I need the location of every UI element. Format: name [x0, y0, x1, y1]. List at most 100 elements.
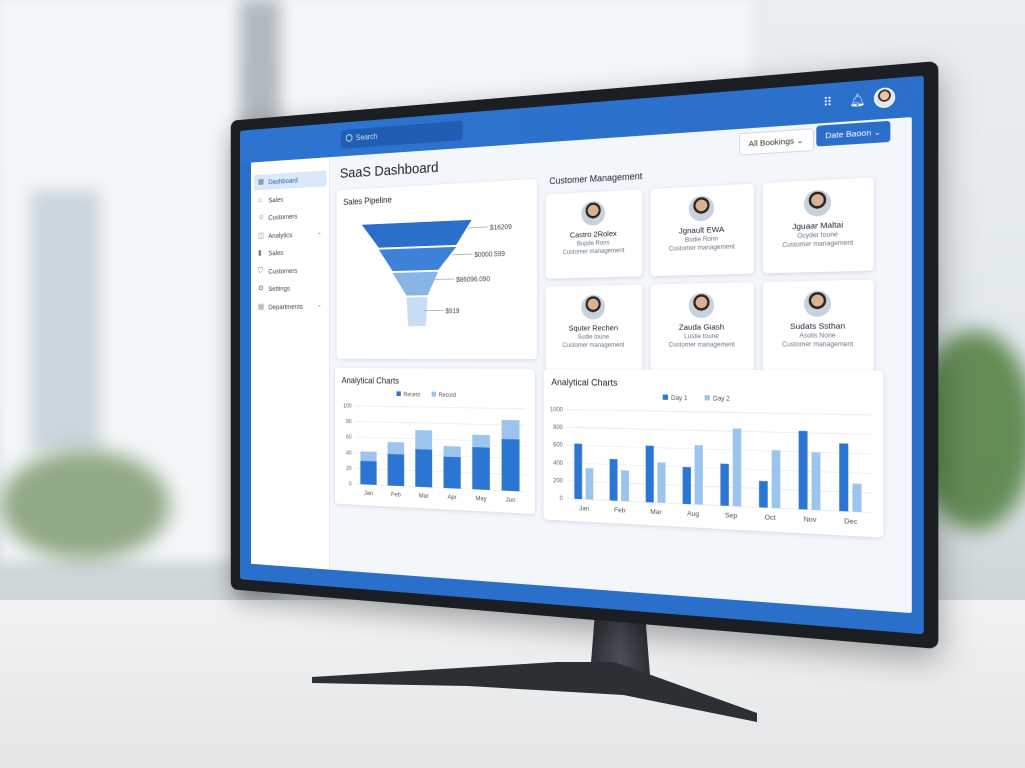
legend-label: Record [439, 393, 456, 399]
search-input[interactable]: Search [340, 120, 463, 149]
customer-card[interactable]: Jguaar Maltai Ocyder toune Customer manage… [762, 177, 874, 274]
app-area: ▦ Dashboard ⌂ Sales ☺ Customers ◫ Analytics ⌄ ▮ Sa… [250, 117, 912, 614]
legend-label: Day 2 [713, 396, 730, 403]
bar-record [472, 434, 490, 448]
analytics-card-2: Analytical Charts 0 200 400 600 800 1000 Day 1… [543, 369, 884, 538]
analytics-card-1: Analytical Charts 0 20 40 60 80 100 Recent Reco… [334, 368, 535, 514]
sidebar-item-label: Customers [268, 211, 298, 222]
gridline [567, 410, 872, 415]
y-tick-label: 20 [346, 466, 352, 472]
bar-recent [501, 438, 520, 492]
legend-swatch [662, 394, 668, 400]
bar-recent [360, 460, 377, 485]
x-tick-label: Feb [614, 507, 626, 515]
avatar [803, 189, 832, 217]
customer-dept: Customer management [562, 247, 625, 257]
bar-day-2 [694, 445, 703, 505]
customer-name: Squter Rechen [568, 323, 619, 333]
customer-role: Asolis None [799, 333, 836, 340]
sidebar-item-dashboard[interactable]: ▦ Dashboard [254, 170, 327, 191]
x-tick-label: Jun [506, 497, 516, 505]
bar-day-1 [798, 430, 808, 510]
sidebar-item-customers[interactable]: ⛉ Customers [254, 261, 327, 279]
customer-dept: Customer management [668, 342, 735, 349]
funnel-label: $16209 [490, 224, 512, 232]
customer-card[interactable]: Sudats Ssthan Asolis None Customer managem… [762, 279, 874, 373]
customer-dept: Customer management [782, 341, 854, 349]
sidebar-item-analytics[interactable]: ◫ Analytics ⌄ [254, 225, 327, 244]
sidebar-item-label: Analytics [268, 230, 293, 240]
sidebar-item-departments[interactable]: ▤ Departments ⌄ [254, 298, 327, 315]
bar-day-2 [852, 483, 862, 513]
sidebar-item-label: Departments [268, 301, 303, 311]
sidebar-item-settings[interactable]: ⚙ Settings [254, 279, 327, 296]
bar-recent [443, 456, 461, 489]
primary-button[interactable]: Date Baoon ⌄ [816, 120, 891, 147]
sidebar-item-label: Dashboard [268, 175, 298, 187]
sidebar-item-customers[interactable]: ☺ Customers [254, 207, 327, 226]
grid-icon[interactable]: ⠿ [823, 96, 833, 111]
bar-day-1 [574, 443, 583, 500]
funnel-stage [406, 297, 428, 327]
bell-icon[interactable]: 🔔︎ [849, 93, 866, 109]
avatar [688, 292, 715, 319]
customer-name: Sudats Ssthan [789, 320, 846, 332]
screen: Search ⠿ 🔔︎ ▦ Dashboard ⌂ Sales ☺ Customers ◫ A… [240, 75, 924, 635]
y-tick-label: 1000 [550, 407, 564, 413]
page-title: SaaS Dashboard [339, 159, 439, 182]
customer-card[interactable]: Squter Rechen Sudle toune Customer managem… [545, 284, 643, 372]
gridline [355, 484, 526, 492]
chevron-down-icon: ⌄ [873, 126, 881, 138]
sidebar-item-sales[interactable]: ⌂ Sales [254, 189, 327, 209]
bar-day-1 [759, 480, 768, 508]
bar-day-2 [771, 450, 781, 509]
legend-label: Day 1 [671, 396, 687, 403]
sales-pipeline-card: Sales Pipeline $16209 $0000.599 $86096.090… [336, 178, 537, 360]
analytics-icon: ◫ [258, 230, 265, 239]
sidebar-item-sales[interactable]: ▮ Sales [254, 243, 327, 261]
customer-role: Lustie toune [684, 333, 719, 341]
y-tick-label: 0 [560, 496, 564, 502]
bar-day-1 [839, 443, 849, 512]
filter-dropdown[interactable]: All Bookings ⌄ [738, 128, 814, 156]
bar-day-1 [609, 458, 618, 501]
grouped-bar-chart: 0 200 400 600 800 1000 Day 1 Day 2 Jan Feb Mar Aug S… [550, 394, 884, 526]
x-tick-label: Oct [765, 514, 776, 522]
y-tick-label: 200 [553, 478, 563, 485]
avatar [581, 294, 606, 320]
gridline [355, 453, 526, 459]
funnel-stage [361, 219, 472, 249]
funnel-leader [453, 254, 473, 255]
gridline [355, 437, 526, 442]
funnel-label: $919 [445, 308, 459, 315]
sidebar-item-label: Sales [268, 194, 284, 204]
customer-dept: Customer management [668, 244, 735, 253]
y-tick-label: 40 [346, 450, 352, 456]
avatar [803, 290, 832, 317]
bar-recent [472, 446, 490, 490]
customer-card[interactable]: Jgnault EWA Bodie Ronn Customer management [650, 183, 755, 277]
sidebar: ▦ Dashboard ⌂ Sales ☺ Customers ◫ Analytics ⌄ ▮ Sa… [250, 157, 330, 570]
bar-record [360, 451, 377, 462]
legend-swatch [431, 391, 437, 397]
chevron-down-icon: ⌄ [316, 301, 322, 309]
legend-swatch [396, 391, 401, 397]
avatar [581, 200, 606, 227]
x-tick-label: Nov [803, 516, 817, 525]
avatar[interactable] [873, 86, 896, 109]
plant [0, 450, 170, 560]
chevron-down-icon: ⌄ [796, 135, 804, 146]
customer-card[interactable]: Castro 2Rolex Bupde Rons Customer manageme… [545, 189, 643, 279]
x-tick-label: Feb [391, 491, 401, 498]
y-tick-label: 800 [553, 425, 563, 431]
bar-day-2 [732, 428, 742, 507]
funnel-label: $0000.599 [474, 251, 505, 259]
bar-record [501, 419, 520, 440]
bar-day-1 [645, 445, 654, 503]
x-tick-label: Aug [687, 510, 700, 518]
primary-label: Date Baoon [825, 127, 872, 141]
x-tick-label: Jan [364, 490, 373, 497]
customer-management-card: Customer Management Castro 2Rolex Bupde R… [545, 152, 883, 373]
customer-card[interactable]: Zauda Giash Lustie toune Customer manageme… [650, 282, 755, 373]
bar-day-1 [720, 463, 729, 506]
